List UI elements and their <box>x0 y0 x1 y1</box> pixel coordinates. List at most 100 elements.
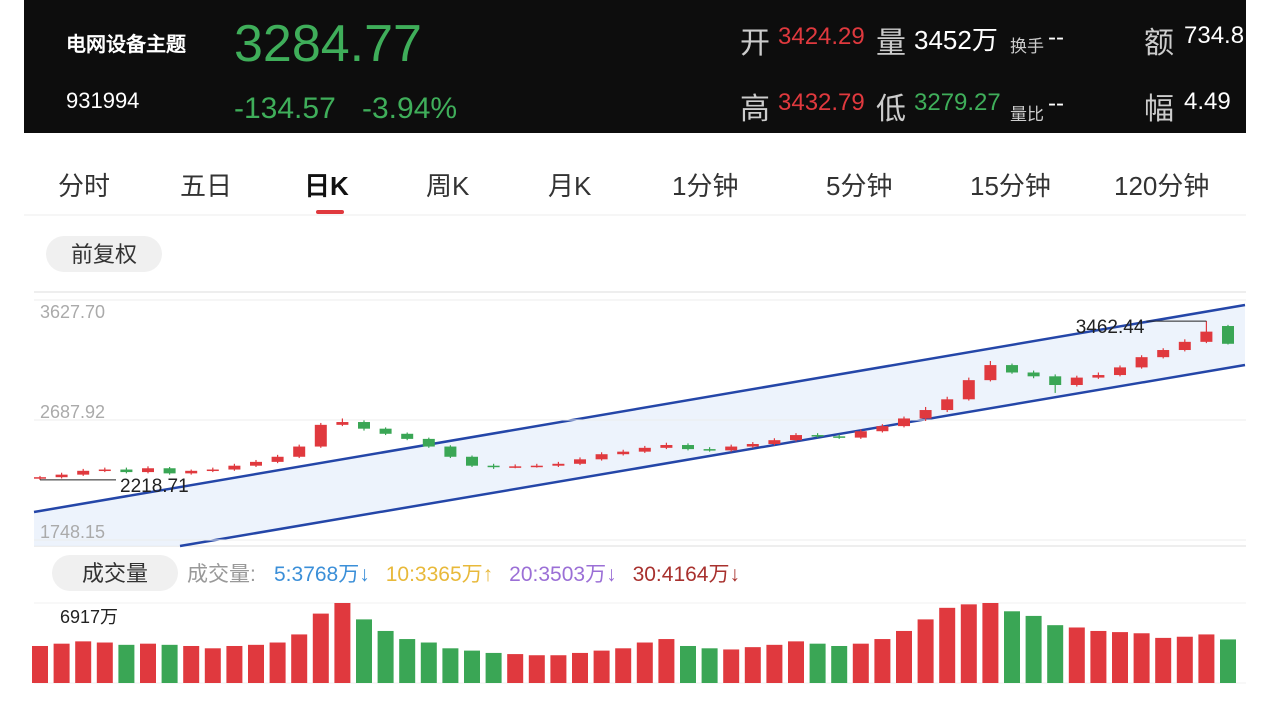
candle-body <box>898 418 910 427</box>
volume-bar <box>1068 627 1085 683</box>
candle-body <box>811 435 824 437</box>
volume-bar <box>528 655 545 683</box>
volume-bar <box>464 650 480 683</box>
volume-bar <box>96 642 113 683</box>
channel-fill <box>34 305 1245 546</box>
candle-body <box>833 436 846 438</box>
candle-body <box>1027 372 1040 377</box>
change: -134.57 <box>234 92 336 125</box>
value: 3432.79 <box>778 89 865 116</box>
annotation: 2218.71 <box>120 476 189 497</box>
tab[interactable]: 五日 <box>180 171 233 201</box>
candle-body <box>98 469 111 472</box>
value: -- <box>1048 90 1064 117</box>
candle-body <box>1049 376 1062 386</box>
volume-bar <box>809 643 826 683</box>
volume-bar <box>917 619 934 683</box>
tab[interactable]: 120分钟 <box>1114 171 1210 201</box>
volume-bar <box>226 645 243 683</box>
candle-body <box>271 456 284 462</box>
tab[interactable]: 分时 <box>58 171 111 201</box>
volume-bar <box>852 643 869 683</box>
volume-tick-label: 6917万 <box>60 607 118 627</box>
channel-upper <box>33 303 1246 514</box>
y-tick-label: 3627.70 <box>40 302 105 322</box>
volume-bar <box>723 649 740 683</box>
volume-bar <box>831 645 848 683</box>
volume-button[interactable] <box>52 555 178 591</box>
candle-body <box>768 440 781 444</box>
volume-bar <box>1004 611 1020 683</box>
volume-bar <box>658 639 675 683</box>
volume-bar <box>788 641 804 683</box>
value: 734.8 <box>1184 22 1245 49</box>
candle-body <box>206 469 219 472</box>
candle-body <box>77 470 90 475</box>
volume-bar <box>615 648 632 683</box>
tab[interactable]: 月K <box>548 171 592 201</box>
volume-bar <box>32 645 48 683</box>
candle-body <box>120 469 133 473</box>
label: 幅 <box>1144 93 1174 126</box>
candle-body <box>638 447 651 452</box>
candle-body <box>1114 367 1126 376</box>
volume-bar <box>1025 615 1042 683</box>
candle-body <box>962 380 975 400</box>
adjust-button[interactable] <box>46 236 162 272</box>
candle-body <box>984 365 997 381</box>
label: 换手 <box>1010 37 1044 56</box>
volume-bar <box>593 650 610 683</box>
quote-header: 电网设备主题 931994 3284.77 -134.57 -3.94% 开 3… <box>24 0 1246 133</box>
tab-indicator <box>316 210 344 214</box>
volume-bar <box>982 603 999 683</box>
volume-bar <box>312 613 329 683</box>
candle-body <box>293 446 306 457</box>
candle-body <box>509 466 522 468</box>
ma-legend: 20:3503万↓ <box>509 563 616 586</box>
volume-bar <box>1133 633 1150 683</box>
candle-body <box>617 451 630 455</box>
volume-bar <box>248 644 264 683</box>
label: 低 <box>876 93 906 126</box>
volume-bar <box>1155 637 1172 683</box>
volume-bar <box>680 645 696 683</box>
ma-legend: 5:3768万↓ <box>274 563 370 586</box>
tab[interactable]: 周K <box>426 171 470 201</box>
label: 开 <box>740 27 770 60</box>
code: 931994 <box>66 88 140 113</box>
candle-body <box>1006 365 1018 373</box>
volume-bar <box>442 648 459 683</box>
volume-bar <box>204 648 221 683</box>
ma-label: 成交量: <box>187 563 256 586</box>
volume-bar <box>572 652 588 683</box>
candle-body <box>185 470 198 474</box>
volume-bar <box>269 642 286 683</box>
volume-bar <box>53 643 70 683</box>
channel-lower <box>179 363 1246 548</box>
volume-bar <box>161 644 178 683</box>
tab[interactable]: 日K <box>304 171 349 201</box>
tab[interactable]: 5分钟 <box>826 171 893 201</box>
candle-body <box>55 474 68 478</box>
candle-body <box>336 422 349 425</box>
volume-bar <box>334 603 351 683</box>
candle-body <box>358 422 370 429</box>
tab[interactable]: 15分钟 <box>970 171 1051 201</box>
price: 3284.77 <box>234 15 422 73</box>
candle-body <box>487 465 500 468</box>
pct: -3.94% <box>362 92 458 125</box>
name: 电网设备主题 <box>66 34 186 56</box>
label: 额 <box>1144 27 1174 60</box>
y-tick-label: 1748.15 <box>40 522 105 542</box>
volume-bar <box>1198 634 1215 683</box>
candle-body <box>142 468 154 473</box>
volume-bar <box>874 639 891 683</box>
candle-body <box>574 459 586 464</box>
volume-bar <box>291 634 308 683</box>
tab[interactable]: 1分钟 <box>672 171 739 201</box>
candle-body <box>1200 331 1213 342</box>
volume-bar <box>1112 632 1128 683</box>
volume-bar <box>377 630 394 683</box>
